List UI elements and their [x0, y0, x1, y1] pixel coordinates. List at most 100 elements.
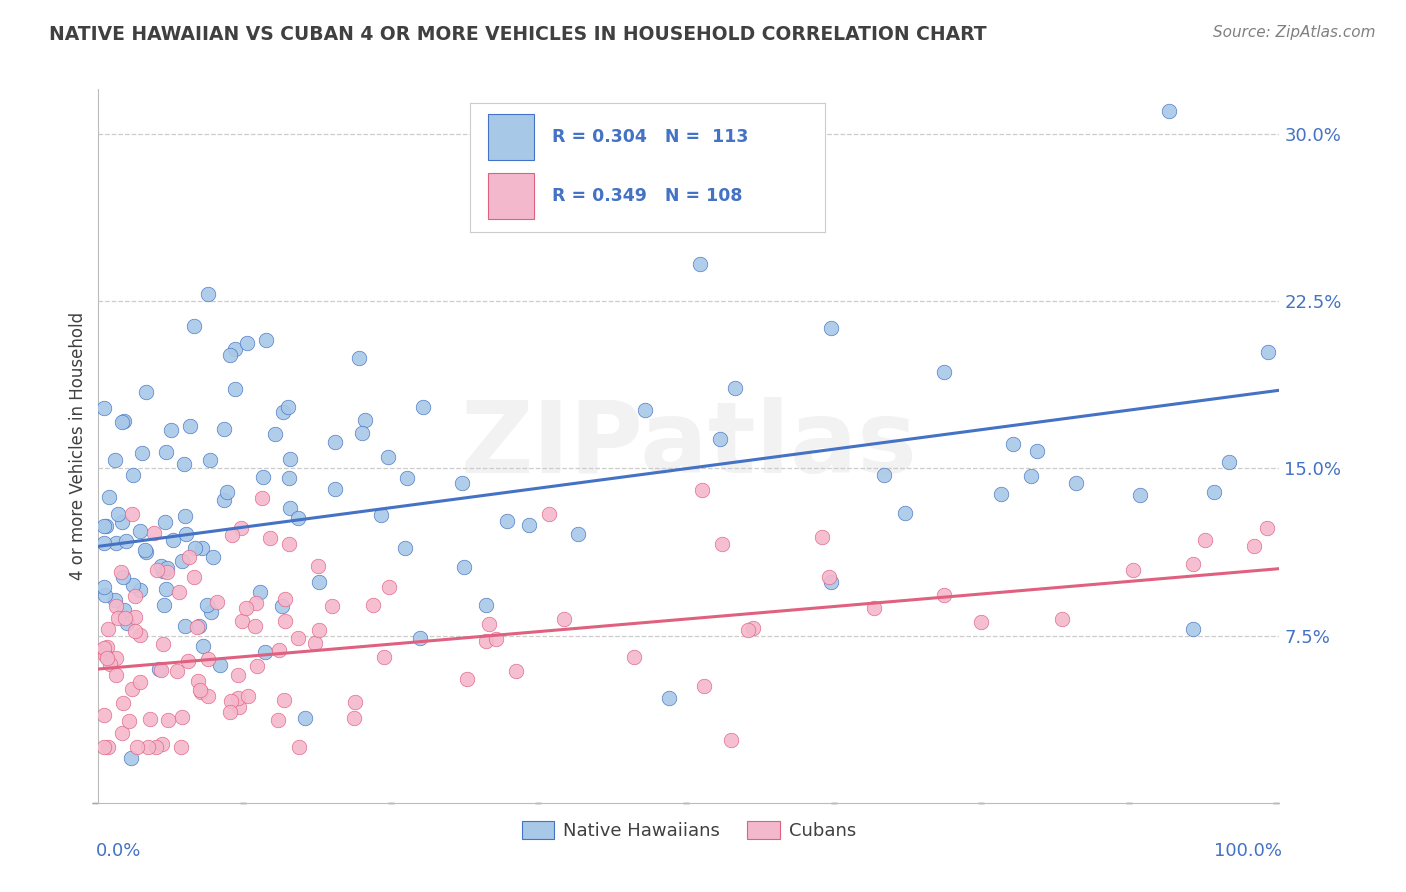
Point [254, 645, 277, 659]
Point [209, 657, 232, 672]
Point [228, 667, 250, 681]
Point [517, 518, 540, 533]
Point [174, 527, 197, 541]
Point [246, 658, 269, 673]
Point [97, 622, 120, 636]
Point [152, 564, 174, 578]
Point [128, 675, 150, 690]
Point [124, 589, 146, 603]
Point [93, 642, 115, 657]
Point [278, 500, 301, 515]
Point [238, 689, 260, 703]
Point [267, 642, 290, 657]
Text: 100.0%: 100.0% [1213, 842, 1282, 860]
Point [693, 679, 716, 693]
Point [475, 599, 498, 613]
Point [167, 584, 190, 599]
Point [219, 348, 242, 362]
Point [149, 663, 172, 677]
Point [567, 527, 589, 541]
Point [156, 565, 179, 579]
Point [121, 682, 143, 697]
Point [143, 526, 166, 541]
Point [277, 536, 299, 550]
Point [136, 740, 159, 755]
Point [274, 614, 297, 628]
Point [150, 559, 173, 574]
Point [287, 631, 309, 645]
Point [97, 740, 120, 755]
Point [361, 598, 384, 612]
Point [820, 320, 842, 334]
Point [110, 515, 132, 529]
Point [170, 554, 193, 568]
Point [122, 468, 145, 483]
Point [690, 483, 713, 497]
Point [451, 475, 474, 490]
Point [394, 541, 416, 555]
Point [1026, 443, 1049, 458]
Point [195, 598, 218, 612]
Point [94, 588, 117, 602]
Point [321, 599, 343, 614]
Point [152, 637, 174, 651]
Point [93, 641, 115, 656]
Point [273, 693, 295, 707]
Point [1218, 454, 1240, 468]
Point [1002, 437, 1025, 451]
Point [166, 665, 188, 679]
Point [990, 487, 1012, 501]
Point [173, 457, 195, 471]
Point [145, 563, 167, 577]
Point [267, 713, 290, 727]
Text: Source: ZipAtlas.com: Source: ZipAtlas.com [1212, 25, 1375, 40]
Point [96, 640, 118, 654]
Point [191, 640, 214, 654]
Point [201, 549, 224, 564]
Point [742, 622, 765, 636]
Point [235, 601, 257, 615]
Point [197, 652, 219, 666]
Point [174, 509, 197, 524]
Point [1256, 520, 1278, 534]
Point [124, 624, 146, 638]
Point [104, 668, 127, 682]
Point [969, 615, 991, 629]
Point [1157, 104, 1180, 119]
Point [197, 286, 219, 301]
Point [170, 740, 193, 755]
Point [1050, 612, 1073, 626]
Point [1181, 558, 1204, 572]
Point [249, 585, 271, 599]
Point [354, 413, 377, 427]
Point [96, 651, 118, 665]
Point [1257, 345, 1279, 359]
Point [93, 580, 115, 594]
Point [93, 536, 115, 550]
Point [224, 342, 246, 356]
Point [105, 599, 128, 614]
Point [198, 452, 221, 467]
Point [183, 541, 205, 555]
Point [323, 482, 346, 496]
Point [172, 709, 194, 723]
Point [112, 603, 135, 617]
Point [150, 737, 173, 751]
Point [250, 491, 273, 505]
Point [395, 471, 418, 485]
Point [1202, 484, 1225, 499]
Point [1122, 564, 1144, 578]
Point [112, 570, 135, 584]
Point [114, 610, 136, 624]
Point [217, 484, 239, 499]
Point [162, 533, 184, 547]
Point [818, 570, 841, 584]
Point [111, 696, 134, 710]
Point [254, 333, 277, 347]
Point [1021, 469, 1043, 483]
Point [278, 471, 301, 485]
Point [125, 740, 148, 755]
Point [280, 451, 302, 466]
Point [191, 541, 214, 555]
Point [122, 578, 145, 592]
